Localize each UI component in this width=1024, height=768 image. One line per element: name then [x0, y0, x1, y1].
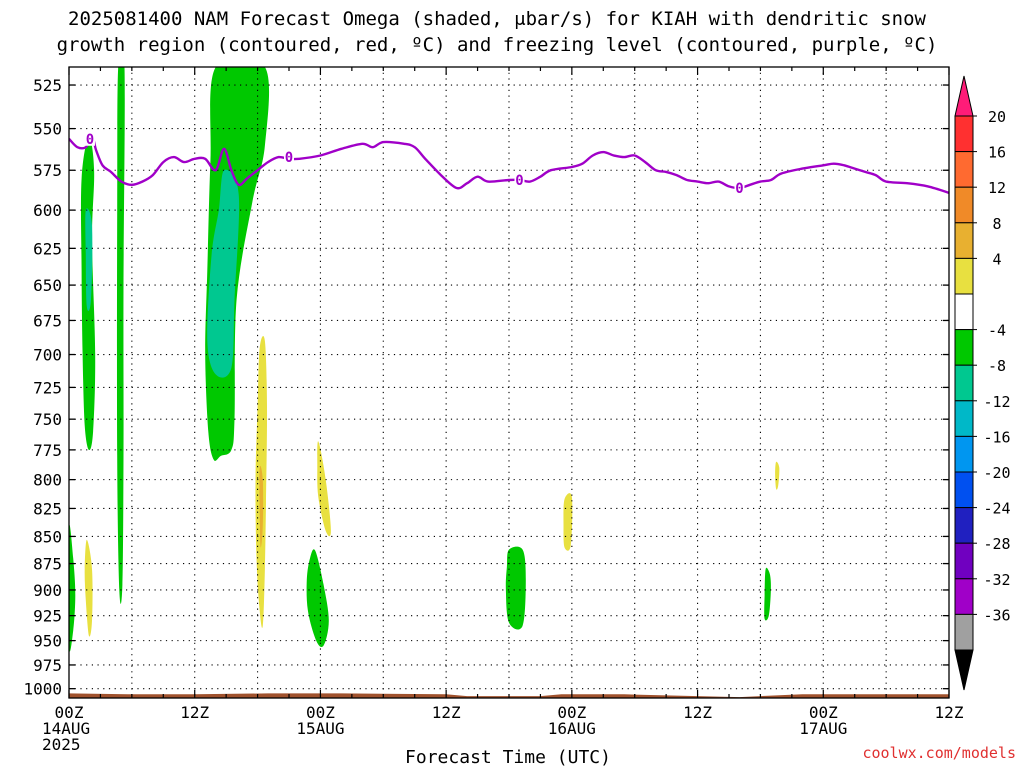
omega-region-10 [259, 465, 264, 548]
colorbar-tick-label: -16 [983, 428, 1010, 446]
colorbar-tick-label: -4 [988, 322, 1006, 340]
colorbar-box [954, 542, 974, 580]
x-axis-label: Forecast Time (UTC) [405, 747, 611, 768]
omega-region-6 [306, 549, 329, 648]
colorbar-tick-label: -12 [983, 393, 1010, 411]
y-axis: 525 550 575 600 625 650 675 700 725 750 775 800 825 8… [23, 76, 949, 699]
y-tick-label: 675 [33, 311, 62, 330]
chart-title-line-1: 2025081400 NAM Forecast Omega (shaded, μ… [68, 8, 926, 30]
omega-region-2 [116, 67, 125, 604]
y-tick-label: 625 [33, 239, 62, 258]
colorbar-tick-label: -36 [983, 606, 1010, 624]
colorbar-bottom-arrow [954, 649, 974, 691]
x-tick-label: 15AUG [296, 719, 344, 738]
contour-label-bg [84, 130, 95, 146]
colorbar-box [954, 400, 974, 437]
colorbar-tick-label: 8 [992, 215, 1001, 233]
colorbar-box [954, 329, 974, 366]
y-tick-label: 950 [33, 632, 62, 651]
omega-region-8 [764, 567, 771, 621]
colorbar-box [954, 613, 974, 651]
y-tick-label: 825 [33, 499, 62, 518]
x-tick-label: 00Z [557, 703, 586, 722]
y-tick-label: 575 [33, 161, 62, 180]
y-tick-label: 975 [33, 656, 62, 675]
x-tick-label: 12Z [935, 703, 964, 722]
omega-shaded-regions [69, 67, 780, 652]
freezing-level-contour: 0 0 0 0 [69, 130, 949, 197]
omega-region-1 [207, 169, 240, 378]
freezing-level-line [69, 135, 949, 194]
colorbar-tick-label: 16 [988, 144, 1006, 162]
credit-link[interactable]: coolwx.com/models [862, 744, 1016, 762]
colorbar-tick-label: 4 [992, 250, 1001, 268]
colorbar-box [954, 507, 974, 544]
colorbar-tick-label: -32 [983, 571, 1010, 589]
y-tick-label: 875 [33, 555, 62, 574]
contour-label-bg [514, 171, 525, 187]
colorbar-box [954, 364, 974, 402]
colorbar-tick-label: -28 [983, 535, 1010, 553]
colorbar-tick-label: 20 [988, 108, 1006, 126]
x-tick-label: 16AUG [548, 719, 596, 738]
y-tick-label: 850 [33, 527, 62, 546]
y-tick-label: 750 [33, 410, 62, 429]
colorbar-box [954, 151, 974, 188]
freezing-level-label: 0 [515, 173, 523, 189]
omega-region-12 [317, 441, 331, 537]
x-tick-label: 2025 [42, 735, 81, 754]
y-tick-label: 600 [33, 201, 62, 220]
omega-region-7 [505, 546, 526, 630]
colorbar: 20 16 12 8 4 -4 -8 -12 -16 -20 -24 -28 -32 -36 [954, 75, 1011, 691]
colorbar-tick-label: -20 [983, 464, 1010, 482]
colorbar-box [954, 115, 974, 153]
y-tick-label: 900 [33, 581, 62, 600]
y-tick-label: 725 [33, 378, 62, 397]
x-tick-label: 00Z [55, 703, 84, 722]
x-tick-label: 12Z [683, 703, 712, 722]
colorbar-box [954, 471, 974, 509]
x-tick-label: 00Z [306, 703, 335, 722]
omega-region-5 [69, 525, 76, 652]
y-tick-label: 775 [33, 441, 62, 460]
chart-title-line-2: growth region (contoured, red, ºC) and f… [57, 34, 938, 56]
y-tick-label: 1000 [23, 680, 62, 699]
omega-region-13 [563, 493, 573, 551]
x-tick-label: 00Z [809, 703, 838, 722]
x-tick-label: 12Z [432, 703, 461, 722]
freezing-level-label: 0 [86, 132, 94, 148]
colorbar-box [954, 257, 974, 295]
grid-lines [69, 67, 949, 698]
y-tick-label: 925 [33, 607, 62, 626]
x-tick-label: 14AUG [42, 719, 90, 738]
contour-label-bg [284, 149, 294, 165]
omega-region-14 [775, 461, 780, 490]
freezing-level-label: 0 [285, 150, 293, 166]
contour-label-bg [734, 179, 745, 195]
x-tick-label: 12Z [180, 703, 209, 722]
y-tick-label: 800 [33, 471, 62, 490]
freezing-level-label: 0 [735, 181, 743, 197]
colorbar-box [954, 222, 974, 259]
y-tick-label: 650 [33, 276, 62, 295]
y-tick-label: 525 [33, 76, 62, 95]
y-tick-label: 550 [33, 120, 62, 139]
x-tick-label: 17AUG [799, 719, 847, 738]
colorbar-tick-label: 12 [988, 179, 1006, 197]
colorbar-tick-label: -24 [983, 500, 1010, 518]
colorbar-box [954, 578, 974, 615]
colorbar-tick-label: -8 [988, 357, 1006, 375]
colorbar-box [954, 293, 974, 331]
colorbar-box [954, 435, 974, 473]
colorbar-box [954, 186, 974, 224]
y-tick-label: 700 [33, 346, 62, 365]
